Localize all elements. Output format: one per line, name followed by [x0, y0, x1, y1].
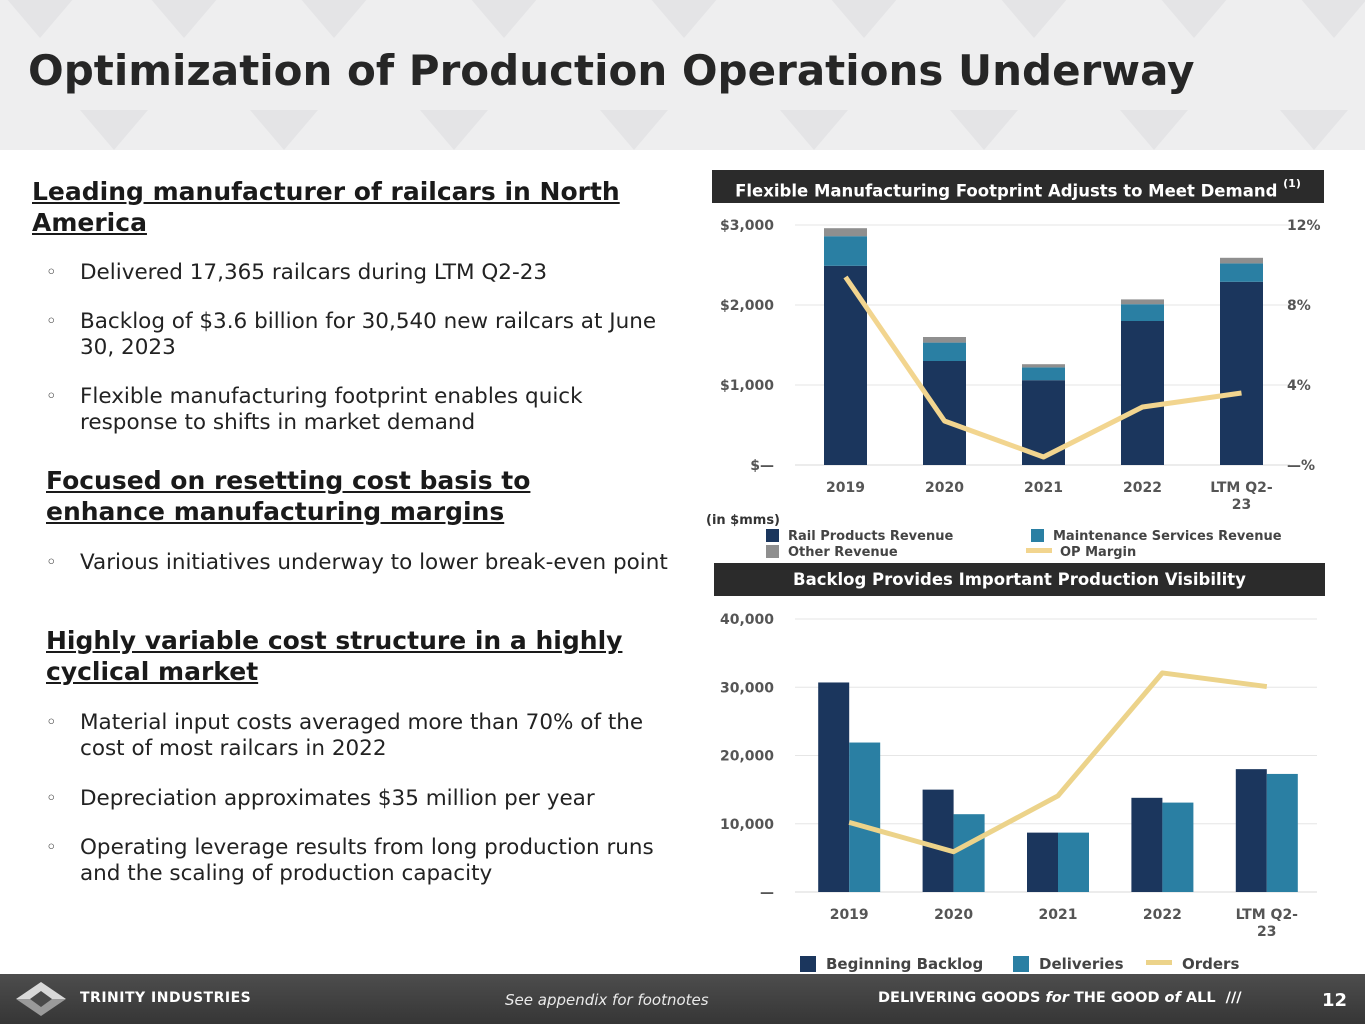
x-tick-label: 2021 — [1039, 907, 1078, 923]
bar-beginning-backlog — [1027, 832, 1058, 892]
page-title: Optimization of Production Operations Un… — [28, 46, 1195, 95]
x-tick-label: LTM Q2- — [1210, 480, 1273, 496]
y-tick-label: 30,000 — [720, 680, 774, 696]
x-tick-label: 2022 — [1143, 907, 1182, 923]
bullet-glyph: ◦ — [46, 788, 57, 809]
top-panel-title: Flexible Manufacturing Footprint Adjusts… — [712, 170, 1324, 203]
bullet-glyph: ◦ — [46, 837, 57, 858]
legend-swatch — [1031, 529, 1044, 542]
footnote-text: See appendix for footnotes — [505, 991, 709, 1009]
bar-other-revenue — [923, 337, 966, 343]
section-heading-cost-basis: Focused on resetting cost basis to enhan… — [46, 466, 531, 526]
footnote-marker: (1) — [1283, 177, 1301, 190]
bar-maintenance-services-revenue — [824, 236, 867, 266]
legend-orders: Orders — [1146, 955, 1239, 973]
bar-maintenance-services-revenue — [1022, 367, 1065, 381]
bar-rail-products-revenue — [1220, 281, 1263, 465]
legend-other: Other Revenue — [766, 545, 898, 560]
footer: TRINITY INDUSTRIES See appendix for foot… — [0, 974, 1365, 1024]
page-number: 12 — [1322, 990, 1348, 1011]
section-heading-manufacturer: Leading manufacturer of railcars in Nort… — [32, 177, 620, 237]
legend-rail-products: Rail Products Revenue — [766, 529, 953, 544]
y-tick-label: $3,000 — [720, 218, 774, 234]
op-margin-line — [843, 275, 1242, 460]
bar-beginning-backlog — [922, 789, 954, 892]
bar-maintenance-services-revenue — [1220, 263, 1263, 282]
y-tick-label: $2,000 — [720, 298, 774, 314]
bullet-flexible: Flexible manufacturing footprint enables… — [80, 384, 583, 435]
bar-deliveries — [1058, 832, 1089, 892]
bar-other-revenue — [1220, 257, 1263, 264]
bullet-glyph: ◦ — [46, 552, 57, 573]
y-tick-label: 10,000 — [720, 817, 774, 833]
x-tick-label-cont: 23 — [1257, 924, 1276, 940]
bar-other-revenue — [1022, 364, 1065, 368]
orders-line — [848, 670, 1268, 855]
x-tick-label: 2019 — [826, 480, 865, 496]
legend-line — [1146, 960, 1172, 965]
bullet-backlog: Backlog of $3.6 billion for 30,540 new r… — [80, 309, 657, 360]
bar-deliveries — [849, 742, 881, 892]
y-tick-label: 20,000 — [720, 749, 774, 765]
bullet-glyph: ◦ — [46, 262, 57, 283]
legend-line — [1026, 548, 1052, 553]
x-tick-label: 2020 — [934, 907, 973, 923]
tagline-slashes: /// — [1225, 990, 1242, 1006]
x-tick-label: LTM Q2- — [1236, 907, 1299, 923]
bar-beginning-backlog — [1235, 769, 1267, 892]
y2-tick-label: 12% — [1287, 218, 1321, 234]
tagline: DELIVERING GOODS for THE GOOD of ALL /// — [878, 990, 1242, 1006]
bullet-delivered: Delivered 17,365 railcars during LTM Q2-… — [80, 260, 548, 285]
brand-name: TRINITY INDUSTRIES — [80, 990, 252, 1006]
x-tick-label: 2020 — [925, 480, 964, 496]
legend-swatch — [766, 529, 779, 542]
legend-deliveries: Deliveries — [1013, 955, 1124, 973]
bar-rail-products-revenue — [923, 361, 966, 465]
header-band: Optimization of Production Operations Un… — [0, 0, 1365, 150]
trinity-logo-icon — [16, 982, 66, 1016]
legend-swatch — [1013, 956, 1029, 972]
y2-tick-label: 4% — [1287, 378, 1311, 394]
x-tick-label-cont: 23 — [1232, 497, 1251, 513]
y-tick-label: $— — [750, 458, 774, 474]
bullet-initiatives: Various initiatives underway to lower br… — [80, 550, 668, 575]
unit-label: (in $mms) — [706, 513, 780, 528]
bullet-glyph: ◦ — [46, 712, 57, 733]
bar-deliveries — [953, 814, 985, 892]
y2-tick-label: 8% — [1287, 298, 1311, 314]
x-tick-label: 2022 — [1123, 480, 1162, 496]
legend-swatch — [766, 545, 779, 558]
y-tick-label: — — [760, 885, 774, 901]
legend-beginning-backlog: Beginning Backlog — [800, 955, 983, 973]
legend-maintenance: Maintenance Services Revenue — [1031, 529, 1282, 544]
bullet-depreciation: Depreciation approximates $35 million pe… — [80, 786, 595, 811]
x-tick-label: 2019 — [830, 907, 869, 923]
section-heading-cost-structure: Highly variable cost structure in a high… — [46, 626, 623, 686]
bullet-glyph: ◦ — [46, 386, 57, 407]
backlog-chart: — 10,000 20,000 30,000 40,000 2019 2020 2021 202… — [720, 612, 1317, 940]
bullet-material: Material input costs averaged more than … — [80, 710, 644, 761]
x-tick-label: 2021 — [1024, 480, 1063, 496]
bar-maintenance-services-revenue — [923, 342, 966, 361]
left-column: Leading manufacturer of railcars in Nort… — [0, 150, 690, 970]
legend-swatch — [800, 956, 816, 972]
legend-op-margin: OP Margin — [1026, 545, 1136, 560]
y-tick-label: 40,000 — [720, 612, 774, 628]
bar-beginning-backlog — [1131, 797, 1163, 892]
bar-other-revenue — [1121, 299, 1164, 305]
bar-maintenance-services-revenue — [1121, 304, 1164, 321]
y2-tick-label: —% — [1287, 458, 1315, 474]
bar-other-revenue — [824, 228, 867, 237]
revenue-chart: $— $1,000 $2,000 $3,000 —% 4% 8% 12% 2019 2020 202… — [720, 218, 1321, 513]
bottom-panel-title: Backlog Provides Important Production Vi… — [714, 563, 1325, 596]
bar-deliveries — [1162, 802, 1194, 892]
bar-deliveries — [1266, 773, 1298, 892]
y-tick-label: $1,000 — [720, 378, 774, 394]
bar-beginning-backlog — [818, 682, 850, 892]
bullet-glyph: ◦ — [46, 311, 57, 332]
bullet-leverage: Operating leverage results from long pro… — [80, 835, 654, 886]
bar-rail-products-revenue — [1121, 321, 1164, 465]
